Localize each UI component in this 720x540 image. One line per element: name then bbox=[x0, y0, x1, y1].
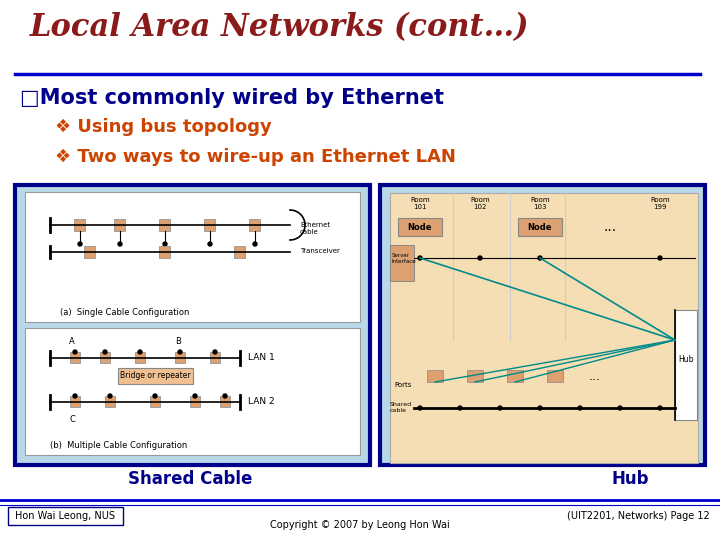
Text: Node: Node bbox=[528, 222, 552, 232]
Circle shape bbox=[213, 350, 217, 354]
Text: LAN 1: LAN 1 bbox=[248, 354, 275, 362]
Circle shape bbox=[208, 242, 212, 246]
Text: Room
103: Room 103 bbox=[530, 197, 550, 210]
Bar bbox=[74, 219, 85, 231]
Bar bbox=[390, 245, 414, 281]
Circle shape bbox=[153, 394, 157, 398]
Text: (a)  Single Cable Configuration: (a) Single Cable Configuration bbox=[60, 308, 189, 317]
Text: □Most commonly wired by Ethernet: □Most commonly wired by Ethernet bbox=[20, 88, 444, 108]
Circle shape bbox=[458, 406, 462, 410]
Circle shape bbox=[103, 350, 107, 354]
Text: Room
101: Room 101 bbox=[410, 197, 430, 210]
Circle shape bbox=[178, 350, 182, 354]
Text: ❖ Two ways to wire-up an Ethernet LAN: ❖ Two ways to wire-up an Ethernet LAN bbox=[55, 148, 456, 166]
Text: C: C bbox=[69, 415, 75, 424]
Text: Ports: Ports bbox=[394, 382, 411, 388]
Bar bbox=[220, 396, 230, 407]
Bar bbox=[25, 192, 360, 322]
Text: LAN 2: LAN 2 bbox=[248, 397, 274, 407]
Bar bbox=[390, 193, 698, 463]
Text: Hon Wai Leong, NUS: Hon Wai Leong, NUS bbox=[15, 511, 115, 521]
Circle shape bbox=[578, 406, 582, 410]
Text: (b)  Multiple Cable Configuration: (b) Multiple Cable Configuration bbox=[50, 441, 187, 450]
Text: Shared
cable: Shared cable bbox=[390, 402, 412, 413]
Text: Node: Node bbox=[408, 222, 432, 232]
Text: Hub: Hub bbox=[678, 355, 694, 364]
Circle shape bbox=[118, 242, 122, 246]
Circle shape bbox=[418, 256, 422, 260]
Circle shape bbox=[538, 256, 542, 260]
Bar bbox=[427, 370, 443, 382]
Circle shape bbox=[253, 242, 257, 246]
Bar bbox=[159, 246, 170, 258]
Text: Local Area Networks (cont…): Local Area Networks (cont…) bbox=[30, 12, 529, 43]
Circle shape bbox=[418, 406, 422, 410]
Circle shape bbox=[658, 406, 662, 410]
Bar bbox=[467, 370, 483, 382]
Bar bbox=[118, 368, 193, 384]
Circle shape bbox=[223, 394, 227, 398]
Circle shape bbox=[73, 350, 77, 354]
Text: A: A bbox=[69, 337, 75, 346]
Bar bbox=[114, 219, 125, 231]
Circle shape bbox=[538, 406, 542, 410]
Bar bbox=[234, 246, 245, 258]
Bar bbox=[105, 396, 115, 407]
Text: Transceiver: Transceiver bbox=[300, 248, 340, 254]
Text: ...: ... bbox=[589, 369, 601, 382]
Bar bbox=[204, 219, 215, 231]
Bar bbox=[15, 185, 370, 465]
Bar bbox=[150, 396, 160, 407]
Text: Room
102: Room 102 bbox=[470, 197, 490, 210]
Bar bbox=[507, 370, 523, 382]
Bar bbox=[249, 219, 260, 231]
Circle shape bbox=[73, 394, 77, 398]
Circle shape bbox=[478, 256, 482, 260]
Circle shape bbox=[618, 406, 622, 410]
Text: Ethernet
cable: Ethernet cable bbox=[300, 222, 330, 235]
Circle shape bbox=[163, 242, 167, 246]
Text: B: B bbox=[175, 337, 181, 346]
Text: Hub: Hub bbox=[611, 470, 649, 488]
Bar bbox=[175, 352, 185, 363]
Circle shape bbox=[193, 394, 197, 398]
Text: Bridge or repeater: Bridge or repeater bbox=[120, 372, 190, 381]
Text: Shared Cable: Shared Cable bbox=[128, 470, 252, 488]
Text: ❖ Using bus topology: ❖ Using bus topology bbox=[55, 118, 271, 136]
Circle shape bbox=[138, 350, 142, 354]
Bar bbox=[159, 219, 170, 231]
Bar bbox=[100, 352, 110, 363]
Circle shape bbox=[108, 394, 112, 398]
Bar bbox=[135, 352, 145, 363]
Bar bbox=[8, 507, 123, 525]
Bar bbox=[547, 370, 563, 382]
Bar bbox=[70, 396, 80, 407]
Bar bbox=[84, 246, 95, 258]
Bar bbox=[190, 396, 200, 407]
Text: Server
Interface: Server Interface bbox=[392, 253, 417, 264]
Bar bbox=[675, 310, 697, 420]
Text: Room
199: Room 199 bbox=[650, 197, 670, 210]
Circle shape bbox=[658, 256, 662, 260]
Bar bbox=[25, 328, 360, 455]
Bar bbox=[380, 185, 705, 465]
Circle shape bbox=[498, 406, 502, 410]
Bar bbox=[518, 218, 562, 236]
Text: Copyright © 2007 by Leong Hon Wai: Copyright © 2007 by Leong Hon Wai bbox=[270, 520, 450, 530]
Bar bbox=[210, 352, 220, 363]
Text: (UIT2201, Networks) Page 12: (UIT2201, Networks) Page 12 bbox=[567, 511, 710, 521]
Bar bbox=[398, 218, 442, 236]
Circle shape bbox=[78, 242, 82, 246]
Text: ...: ... bbox=[603, 220, 616, 234]
Bar bbox=[70, 352, 80, 363]
